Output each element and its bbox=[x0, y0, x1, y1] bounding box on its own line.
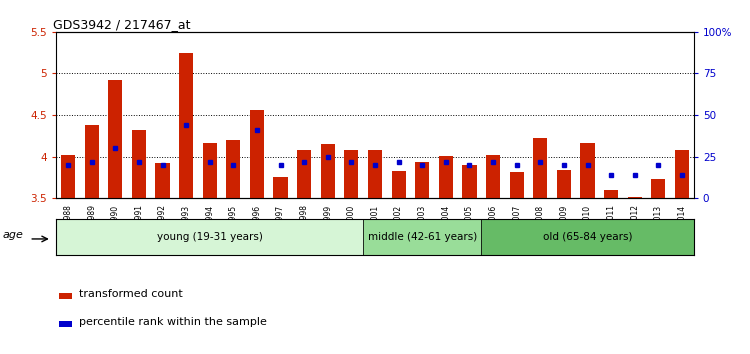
Bar bbox=[85, 125, 99, 198]
Bar bbox=[651, 179, 665, 198]
Bar bbox=[202, 143, 217, 198]
Bar bbox=[486, 155, 500, 198]
Bar bbox=[226, 140, 241, 198]
Bar bbox=[297, 150, 311, 198]
Bar bbox=[155, 163, 170, 198]
Text: GDS3942 / 217467_at: GDS3942 / 217467_at bbox=[53, 18, 190, 31]
Bar bbox=[108, 80, 122, 198]
Bar bbox=[132, 130, 146, 198]
Bar bbox=[61, 155, 75, 198]
Text: age: age bbox=[3, 230, 24, 240]
Bar bbox=[363, 219, 482, 255]
Bar bbox=[392, 171, 406, 198]
Text: transformed count: transformed count bbox=[79, 289, 182, 299]
Bar bbox=[59, 293, 72, 299]
Text: young (19-31 years): young (19-31 years) bbox=[157, 232, 262, 242]
Bar bbox=[509, 172, 524, 198]
Bar bbox=[179, 53, 194, 198]
Bar bbox=[533, 138, 548, 198]
Bar bbox=[580, 143, 595, 198]
Text: old (65-84 years): old (65-84 years) bbox=[543, 232, 632, 242]
Bar bbox=[416, 162, 429, 198]
Text: middle (42-61 years): middle (42-61 years) bbox=[368, 232, 477, 242]
Bar bbox=[556, 170, 571, 198]
Bar bbox=[482, 219, 694, 255]
Bar bbox=[604, 190, 618, 198]
Bar bbox=[250, 110, 264, 198]
Bar bbox=[274, 177, 288, 198]
Bar bbox=[462, 165, 476, 198]
Bar bbox=[628, 196, 642, 198]
Bar bbox=[368, 150, 382, 198]
Bar bbox=[59, 321, 72, 327]
Bar bbox=[344, 150, 358, 198]
Bar bbox=[439, 156, 453, 198]
Bar bbox=[321, 144, 334, 198]
Bar bbox=[56, 219, 363, 255]
Bar bbox=[675, 150, 689, 198]
Text: percentile rank within the sample: percentile rank within the sample bbox=[79, 318, 266, 327]
